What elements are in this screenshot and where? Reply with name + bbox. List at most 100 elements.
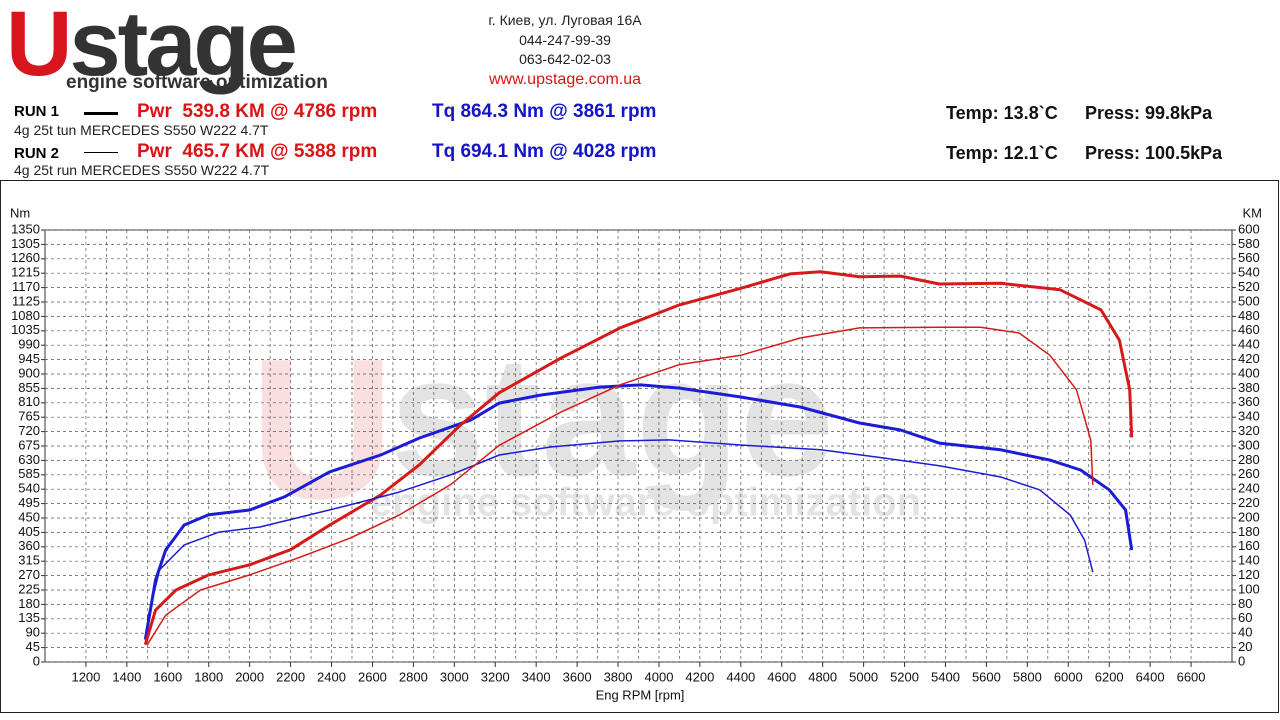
y-tick-label: 990 bbox=[18, 337, 40, 352]
x-tick-label: 5200 bbox=[890, 669, 919, 684]
x-tick-label: 1200 bbox=[71, 669, 100, 684]
x-tick-label: 4600 bbox=[767, 669, 796, 684]
x-tick-label: 6600 bbox=[1177, 669, 1206, 684]
chart: U stage engine software optimization Nm … bbox=[0, 180, 1279, 713]
x-tick-label: 3400 bbox=[522, 669, 551, 684]
y2-tick-label: 240 bbox=[1238, 481, 1260, 496]
watermark: U stage engine software optimization bbox=[250, 318, 921, 541]
y-tick-label: 270 bbox=[18, 567, 40, 582]
run-press: Press: 99.8kPa bbox=[1085, 103, 1213, 123]
x-tick-label: 5800 bbox=[1013, 669, 1042, 684]
y-tick-label: 765 bbox=[18, 409, 40, 424]
phone: 044-247-99-39 bbox=[519, 32, 611, 48]
x-tick-label: 4000 bbox=[645, 669, 674, 684]
y-tick-label: 810 bbox=[18, 394, 40, 409]
y-tick-label: 540 bbox=[18, 481, 40, 496]
y2-tick-label: 120 bbox=[1238, 567, 1260, 582]
x-tick-label: 3600 bbox=[563, 669, 592, 684]
logo-tagline: engine software optimization bbox=[66, 72, 328, 93]
x-tick-label: 1400 bbox=[112, 669, 141, 684]
y2-tick-label: 80 bbox=[1238, 596, 1252, 611]
y2-tick-label: 20 bbox=[1238, 639, 1252, 654]
y-tick-label: 180 bbox=[18, 596, 40, 611]
x-tick-label: 3200 bbox=[481, 669, 510, 684]
y2-tick-label: 0 bbox=[1238, 653, 1245, 668]
series-line bbox=[146, 439, 1094, 621]
y2-tick-label: 320 bbox=[1238, 423, 1260, 438]
y-tick-label: 45 bbox=[26, 639, 40, 654]
y2-tick-label: 180 bbox=[1238, 524, 1260, 539]
website: www.upstage.com.ua bbox=[488, 71, 642, 88]
y-tick-label: 1125 bbox=[12, 293, 40, 308]
y-tick-label: 315 bbox=[18, 553, 40, 568]
y-tick-label: 450 bbox=[18, 509, 40, 524]
y-tick-label: 1080 bbox=[11, 308, 40, 323]
y-tick-label: 405 bbox=[18, 524, 40, 539]
watermark-tagline: engine software optimization bbox=[370, 481, 921, 525]
y2-tick-label: 260 bbox=[1238, 466, 1260, 481]
run-power: Pwr 465.7 KM @ 5388 rpm bbox=[137, 141, 378, 162]
run-line bbox=[84, 112, 118, 115]
y-tick-label: 90 bbox=[26, 625, 40, 640]
y-tick-label: 675 bbox=[18, 437, 40, 452]
run-temp: Temp: 12.1`C bbox=[946, 143, 1058, 163]
address: г. Киев, ул. Луговая 16А bbox=[488, 12, 642, 28]
y-tick-label: 1260 bbox=[11, 250, 40, 265]
y2-axis-label: KM bbox=[1243, 205, 1263, 220]
run-label: RUN 2 bbox=[14, 145, 60, 162]
y-tick-label: 135 bbox=[18, 610, 40, 625]
x-tick-label: 1800 bbox=[194, 669, 223, 684]
y2-tick-label: 460 bbox=[1238, 322, 1260, 337]
logo-mark: U bbox=[6, 0, 72, 95]
y-tick-label: 720 bbox=[18, 423, 40, 438]
y2-tick-label: 300 bbox=[1238, 437, 1260, 452]
x-tick-label: 3800 bbox=[604, 669, 633, 684]
chart-frame bbox=[0, 180, 1279, 713]
x-tick-label: 6000 bbox=[1054, 669, 1083, 684]
y2-tick-label: 100 bbox=[1238, 581, 1260, 596]
x-axis-label: Eng RPM [rpm] bbox=[596, 687, 685, 702]
y-tick-label: 585 bbox=[18, 466, 40, 481]
x-tick-label: 2200 bbox=[276, 669, 305, 684]
y2-tick-label: 500 bbox=[1238, 293, 1260, 308]
run-temp: Temp: 13.8`C bbox=[946, 103, 1058, 123]
y-tick-label: 1305 bbox=[11, 236, 40, 251]
run-torque: Tq 694.1 Nm @ 4028 rpm bbox=[432, 141, 657, 162]
series-line bbox=[143, 270, 1134, 646]
x-tick-label: 5600 bbox=[972, 669, 1001, 684]
y2-tick-label: 380 bbox=[1238, 380, 1260, 395]
y2-tick-label: 600 bbox=[1238, 221, 1260, 236]
logo: Ustage bbox=[6, 0, 298, 97]
y2-tick-label: 540 bbox=[1238, 265, 1260, 280]
y2-tick-label: 40 bbox=[1238, 625, 1252, 640]
logo-word: stage bbox=[69, 0, 297, 95]
y-tick-label: 900 bbox=[18, 365, 40, 380]
y2-tick-label: 400 bbox=[1238, 365, 1260, 380]
x-tick-label: 4200 bbox=[685, 669, 714, 684]
y-tick-label: 1170 bbox=[12, 279, 40, 294]
series-line bbox=[143, 383, 1134, 640]
run-label: RUN 1 bbox=[14, 103, 60, 120]
run-torque: Tq 864.3 Nm @ 3861 rpm bbox=[432, 101, 657, 122]
run-car: 4g 25t run MERCEDES S550 W222 4.7T bbox=[14, 162, 270, 178]
y2-tick-label: 280 bbox=[1238, 452, 1260, 467]
y2-tick-label: 440 bbox=[1238, 337, 1260, 352]
x-tick-label: 2400 bbox=[317, 669, 346, 684]
y-axis-label: Nm bbox=[10, 205, 30, 220]
y2-tick-label: 420 bbox=[1238, 351, 1260, 366]
y-tick-label: 1215 bbox=[11, 265, 40, 280]
y2-tick-label: 60 bbox=[1238, 610, 1252, 625]
y-tick-label: 1350 bbox=[11, 221, 40, 236]
run-car: 4g 25t tun MERCEDES S550 W222 4.7T bbox=[14, 122, 269, 138]
series-line bbox=[146, 326, 1094, 646]
y2-tick-label: 340 bbox=[1238, 409, 1260, 424]
y-tick-label: 630 bbox=[18, 452, 40, 467]
x-tick-label: 2600 bbox=[358, 669, 387, 684]
run-power: Pwr 539.8 KM @ 4786 rpm bbox=[137, 101, 378, 122]
x-tick-label: 5000 bbox=[849, 669, 878, 684]
y-tick-label: 495 bbox=[18, 495, 40, 510]
y-tick-label: 225 bbox=[18, 581, 40, 596]
x-tick-label: 3000 bbox=[440, 669, 469, 684]
x-tick-label: 6200 bbox=[1095, 669, 1124, 684]
x-tick-label: 5400 bbox=[931, 669, 960, 684]
